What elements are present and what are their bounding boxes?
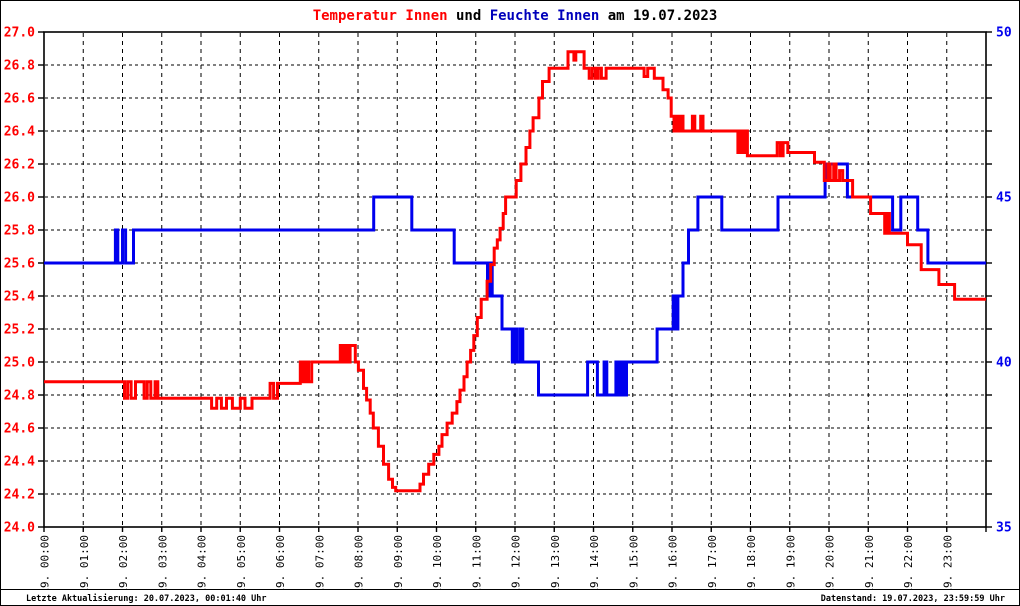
y-left-tick-label: 27.0 <box>4 26 35 41</box>
x-tick-label: 19. 13:00 <box>549 535 562 595</box>
y-right-tick-label: 45 <box>996 191 1012 206</box>
y-left-tick-label: 24.8 <box>4 389 35 404</box>
y-left-tick-label: 26.6 <box>4 92 35 107</box>
x-tick-label: 19. 05:00 <box>235 535 248 595</box>
y-right-tick-label: 35 <box>996 521 1012 536</box>
x-tick-label: 19. 10:00 <box>431 535 444 595</box>
x-tick-label: 19. 15:00 <box>627 535 640 595</box>
humidity-line <box>44 162 986 397</box>
y-left-tick-label: 24.4 <box>4 455 35 470</box>
y-left-tick-label: 26.8 <box>4 59 35 74</box>
y-right-tick-label: 40 <box>996 356 1012 371</box>
x-tick-label: 19. 03:00 <box>156 535 169 595</box>
x-tick-label: 19. 20:00 <box>824 535 837 595</box>
title-part-date: am 19.07.2023 <box>599 8 717 24</box>
x-tick-label: 19. 01:00 <box>78 535 91 595</box>
x-tick-label: 19. 12:00 <box>510 535 523 595</box>
x-tick-label: 19. 23:00 <box>941 535 954 595</box>
x-tick-label: 19. 21:00 <box>863 535 876 595</box>
x-tick-label: 19. 14:00 <box>588 535 601 595</box>
x-tick-label: 19. 06:00 <box>274 535 287 595</box>
plot-area: 27.0 26.8 26.6 26.4 26.2 26.0 25.8 25.6 25.4 25.2… <box>4 26 1012 595</box>
x-tick-label: 19. 18:00 <box>745 535 758 595</box>
x-tick-label: 19. 09:00 <box>392 535 405 595</box>
y-left-tick-label: 25.4 <box>4 290 35 305</box>
y-left-tick-label: 26.0 <box>4 191 35 206</box>
x-tick-label: 19. 04:00 <box>196 535 209 595</box>
title-part-conjunction: und <box>448 8 490 24</box>
y-left-tick-label: 24.6 <box>4 422 35 437</box>
x-tick-label: 19. 02:00 <box>117 535 130 595</box>
data-status-text: Datenstand: 19.07.2023, 23:59:59 Uhr <box>820 594 1005 604</box>
x-tick-label: 19. 17:00 <box>706 535 719 595</box>
x-tick-label: 19. 22:00 <box>902 535 915 595</box>
y-left-tick-label: 25.8 <box>4 224 35 239</box>
y-left-tick-label: 26.2 <box>4 158 35 173</box>
x-tick-label: 19. 19:00 <box>784 535 797 595</box>
y-left-tick-label: 24.2 <box>4 488 35 503</box>
y-right-tick-label: 50 <box>996 26 1012 41</box>
x-tick-label: 19. 07:00 <box>313 535 326 595</box>
x-tick-label: 19. 16:00 <box>667 535 680 595</box>
title-part-humidity: Feuchte Innen <box>490 8 600 24</box>
title-part-temperature: Temperatur Innen <box>313 8 448 24</box>
temperature-line <box>44 50 986 493</box>
y-left-tick-label: 25.2 <box>4 323 35 338</box>
x-tick-label: 19. 00:00 <box>39 535 52 595</box>
x-tick-label: 19. 11:00 <box>470 535 483 595</box>
y-left-tick-label: 24.0 <box>4 521 35 536</box>
x-tick-label: 19. 08:00 <box>353 535 366 595</box>
y-left-tick-label: 25.6 <box>4 257 35 272</box>
last-update-text: Letzte Aktualisierung: 20.07.2023, 00:01… <box>26 594 267 604</box>
chart-title: Temperatur Innen und Feuchte Innen am 19… <box>313 8 718 24</box>
footer-strip: Letzte Aktualisierung: 20.07.2023, 00:01… <box>1 589 1019 605</box>
y-left-tick-label: 25.0 <box>4 356 35 371</box>
y-left-tick-label: 26.4 <box>4 125 35 140</box>
